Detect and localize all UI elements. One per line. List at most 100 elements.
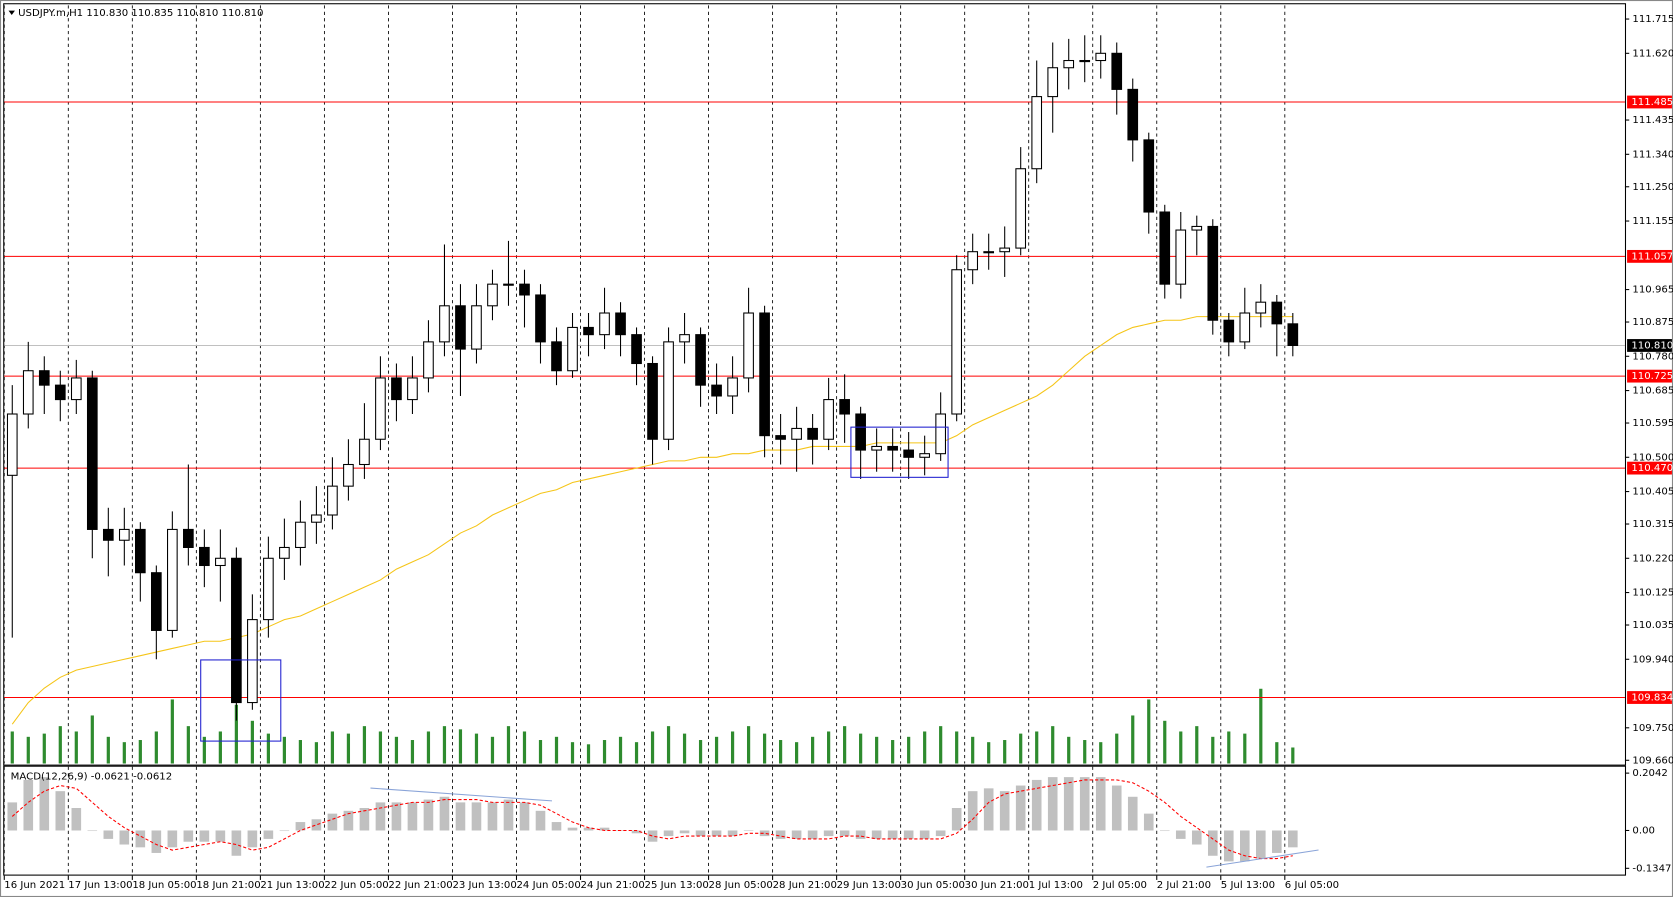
level-label-box [1627, 95, 1672, 109]
menu-arrow[interactable] [8, 10, 15, 15]
x-tick-label: 22 Jun 05:00 [324, 880, 388, 891]
y-tick-label: 110.780 [1632, 351, 1673, 362]
macd-bar [247, 830, 258, 848]
candle-body [839, 399, 850, 415]
candle-body [359, 438, 370, 466]
y-tick-label: 110.315 [1632, 519, 1673, 530]
y-tick-label: 110.035 [1632, 620, 1673, 631]
macd-bar [487, 802, 498, 831]
macd-bar [567, 827, 578, 831]
y-tick-label: 110.500 [1632, 452, 1673, 463]
candle-body [1111, 52, 1123, 90]
macd-title: MACD(12,26,9) -0.0621 -0.0612 [11, 771, 172, 782]
volume-bar [746, 726, 751, 764]
x-tick-label: 30 Jun 05:00 [901, 880, 965, 891]
x-tick-label: 18 Jun 05:00 [132, 880, 196, 891]
x-tick-label: 1 Jul 13:00 [1029, 880, 1083, 891]
macd-bar [967, 791, 978, 831]
macd-bar [1256, 830, 1266, 859]
candle-body [375, 377, 386, 440]
y-tick-label: 110.405 [1632, 487, 1673, 498]
y-tick-label: 110.965 [1632, 285, 1673, 296]
volume-bar [394, 736, 399, 764]
candle-body [1095, 52, 1107, 62]
volume-bar [875, 736, 879, 764]
volume-bar [362, 726, 367, 764]
candle-body [22, 370, 34, 415]
macd-bar [823, 830, 834, 837]
macd-bar [839, 830, 850, 837]
level-label-box [1627, 249, 1672, 263]
candle-body [1207, 225, 1219, 321]
macd-bar [1191, 830, 1202, 845]
volume-bar [1003, 740, 1007, 764]
candle-body [487, 283, 498, 307]
macd-bar [919, 830, 930, 839]
volume-bar [474, 733, 479, 764]
macd-bar [1239, 830, 1250, 862]
macd-bar [1111, 785, 1122, 831]
macd-bar [855, 830, 866, 839]
candle-body [599, 312, 610, 336]
volume-bar [971, 736, 975, 764]
candle-body [855, 413, 866, 451]
volume-bar [282, 736, 286, 764]
y-tick-label: 110.220 [1632, 553, 1673, 564]
volume-layer [10, 688, 1295, 764]
macd-bar [71, 808, 82, 831]
y-tick-label: 111.250 [1632, 182, 1673, 193]
candle-body [663, 341, 674, 440]
macd-bar [583, 827, 594, 831]
volume-bar [698, 740, 703, 764]
candle-body [1079, 59, 1091, 63]
macd-bar [951, 808, 962, 831]
macd-bar [631, 830, 642, 834]
macd-bar [1175, 830, 1186, 839]
candle-body [583, 326, 594, 336]
y-tick-label: 0.2042 [1632, 768, 1667, 779]
candle-layer [6, 35, 1299, 721]
candle-body [823, 399, 834, 440]
volume-bar [1291, 747, 1295, 764]
level-label: 110.725 [1631, 371, 1673, 382]
candle-body [1031, 96, 1043, 170]
macd-bar [151, 830, 162, 853]
volume-bar [1147, 699, 1151, 764]
volume-bar [250, 720, 254, 764]
x-tick-label: 24 Jun 21:00 [581, 880, 645, 891]
candle-body [167, 528, 178, 631]
volume-bar [827, 731, 831, 764]
macd-bar [1095, 777, 1106, 831]
candle-body [134, 528, 146, 574]
macd-bar [983, 788, 994, 831]
candle-body [150, 572, 162, 631]
candle-body [118, 528, 130, 541]
macd-bar [1127, 796, 1138, 831]
x-tick-label: 18 Jun 21:00 [196, 880, 260, 891]
volume-bar [10, 731, 14, 764]
candle-body [295, 521, 306, 548]
macd-bar [1223, 830, 1234, 862]
moving-average [11, 316, 1293, 725]
macd-plot-frame [3, 765, 1627, 876]
candle-body [631, 334, 642, 365]
volume-bar [490, 736, 495, 764]
candle-body [727, 377, 738, 397]
volume-bar [650, 731, 655, 764]
macd-bar [1047, 777, 1058, 831]
candle-body [38, 370, 50, 386]
volume-bar [298, 740, 302, 764]
level-layer [4, 101, 1625, 699]
macd-bar [135, 830, 146, 848]
macd-bar [871, 830, 882, 839]
candle-body [263, 557, 274, 621]
candle-body [1271, 301, 1283, 325]
volume-bar [378, 731, 383, 764]
x-tick-label: 28 Jun 05:00 [709, 880, 773, 891]
y-tick-label: 109.940 [1632, 654, 1673, 665]
level-label: 109.834 [1631, 693, 1673, 704]
candle-body [503, 283, 514, 286]
volume-bar [410, 740, 415, 764]
candle-body [215, 557, 226, 567]
